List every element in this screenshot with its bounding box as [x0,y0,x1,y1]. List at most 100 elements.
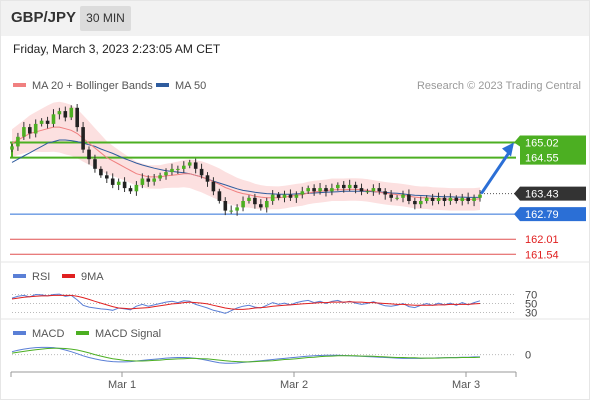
candle-body [217,191,222,201]
candle-body [16,136,20,147]
candle-body [57,111,62,115]
last-price-tag-text: 163.43 [525,189,559,201]
ma20-legend-swatch [13,83,26,88]
resistance-tag-text: 165.02 [525,138,559,150]
x-axis-label: Mar 1 [108,379,136,391]
last-price-tag: 163.43 [514,186,586,201]
macd-signal-legend-swatch [76,331,89,336]
support-label: 161.54 [525,249,559,261]
rsi-legend-swatch [13,274,26,279]
candle-body [336,184,340,189]
candle-body [383,191,387,195]
candle-body [28,127,32,134]
symbol-title: GBP/JPY [11,9,77,26]
macd-signal-line [11,347,481,363]
chart-datetime: Friday, March 3, 2023 2:23:05 AM CET [13,42,221,56]
macd-line [11,346,480,364]
candle-body [324,188,328,192]
candle-body [306,188,310,192]
candle-body [466,197,470,201]
macd-signal-legend-label: MACD Signal [95,328,162,340]
candle-body [342,184,346,189]
candle-body [270,194,275,201]
candle-body [430,197,435,201]
rsi-legend: RSI [13,271,50,283]
candle-body [395,197,399,199]
candle-body [87,149,91,160]
candle-body [401,194,405,198]
candle-body [128,188,133,192]
candle-body [347,184,352,189]
candle-body [472,197,476,201]
candle-body [241,201,245,208]
projection-arrow-head [502,142,514,157]
candle-body [164,172,168,176]
candle-body [10,146,14,150]
resistance-tag-text: 164.55 [525,153,559,165]
rsi-ma-legend-swatch [62,274,75,279]
candle-body [176,168,180,170]
candle-body [413,201,417,205]
x-axis-label: Mar 2 [280,379,308,391]
candle-body [460,197,465,201]
candle-body [247,197,251,201]
candle-body [419,201,423,205]
rsi-legend-label: RSI [32,271,51,283]
ma20-legend-label: MA 20 + Bollinger Bands [32,80,153,92]
candle-body [294,194,299,198]
candle-body [158,175,162,179]
candle-body [105,175,109,179]
candle-body [407,194,411,201]
candle-body [63,111,68,118]
macd-level-label: 0 [525,350,531,362]
candle-body [442,197,447,201]
candle-body [75,107,79,128]
rsi-level-label: 50 [525,299,537,311]
rsi-ma-legend-label: 9MA [81,271,104,283]
candle-body [33,123,38,134]
candle-body [223,201,228,211]
research-credit: Research © 2023 Trading Central [416,80,581,92]
candle-body [229,210,233,212]
projection-arrow [480,151,511,195]
support-tag-bg [514,207,586,222]
candle-body [389,194,393,198]
x-axis-label: Mar 3 [452,379,480,391]
bollinger-band [12,101,480,211]
candle-body [205,175,210,182]
rsi-level-label: 70 [525,290,537,302]
candle-body [377,188,382,192]
candle-body [318,188,322,192]
candle-body [365,191,370,193]
macd-legend-label: MACD [32,328,65,340]
support-tag: 162.79 [514,207,586,222]
candle-body [265,201,269,208]
candle-body [39,120,44,124]
timeframe-button[interactable]: 30 MIN [80,6,131,31]
candle-body [353,184,358,189]
candle-body [259,204,263,208]
candle-body [45,120,50,124]
candle-body [69,107,74,118]
ma20-legend: MA 20 + Bollinger Bands [13,80,153,92]
candle-body [116,181,121,185]
candle-body [300,191,305,195]
candle-body [199,168,204,176]
candle-body [146,178,151,182]
candle-body [122,181,127,189]
macd-signal-legend: MACD Signal [76,328,161,340]
chart-header: GBP/JPY 30 MIN [0,0,590,36]
macd-legend: MACD [13,328,64,340]
ma50-legend-label: MA 50 [175,80,207,92]
candle-body [478,194,482,198]
candle-body [312,188,316,192]
candle-body [182,165,186,169]
candle-body [99,168,103,176]
candle-body [235,207,239,211]
support-label: 162.01 [525,234,559,246]
candle-body [371,188,376,192]
candle-body [454,197,459,201]
candle-body [276,194,281,198]
candle-body [134,184,139,192]
